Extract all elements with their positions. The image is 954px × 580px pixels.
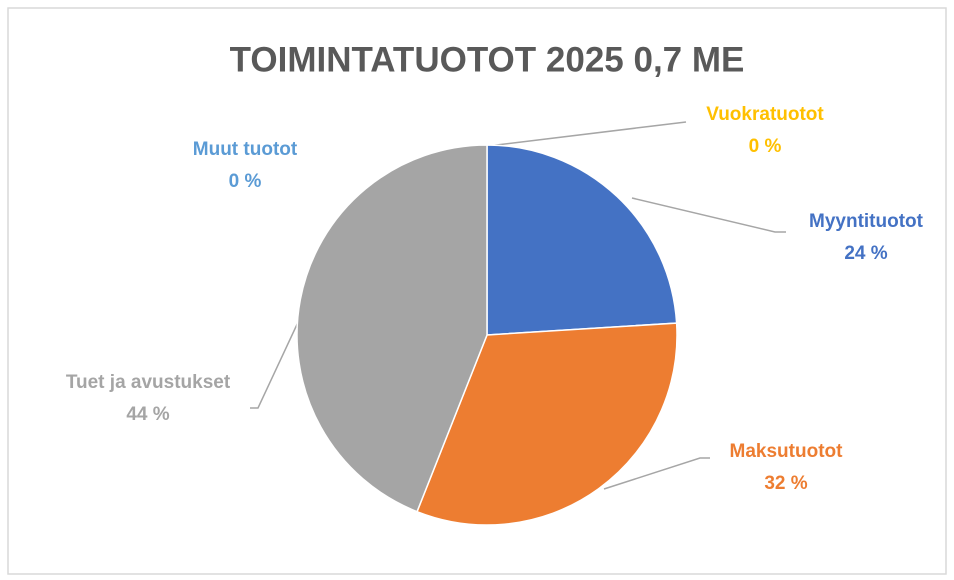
pie-slice [416, 322, 678, 526]
slice-label: Tuet ja avustukset [66, 372, 231, 393]
chart-title: TOIMINTATUOTOT 2025 0,7 ME [230, 40, 745, 79]
pie-slice [296, 144, 488, 513]
slice-label: Vuokratuotot [706, 104, 824, 125]
slice-label: Maksutuotot [730, 441, 844, 462]
leader-line [250, 317, 301, 409]
slice-value-label: 44 % [126, 404, 169, 425]
slice-value-label: 0 % [229, 171, 262, 192]
leader-lines [250, 121, 786, 490]
slice-value-label: 0 % [749, 136, 782, 157]
leader-line [631, 197, 786, 233]
slice-value-label: 24 % [844, 243, 887, 264]
leader-line [603, 457, 710, 490]
pie-slice [486, 144, 678, 336]
leader-line [487, 121, 687, 147]
slice-label: Myyntituotot [809, 211, 924, 232]
slice-value-label: 32 % [764, 473, 807, 494]
slice-label: Muut tuotot [193, 139, 298, 160]
